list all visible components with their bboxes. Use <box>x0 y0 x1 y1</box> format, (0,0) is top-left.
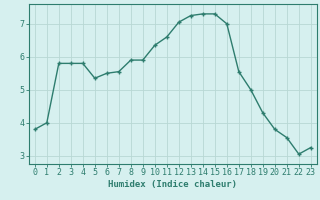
X-axis label: Humidex (Indice chaleur): Humidex (Indice chaleur) <box>108 180 237 189</box>
